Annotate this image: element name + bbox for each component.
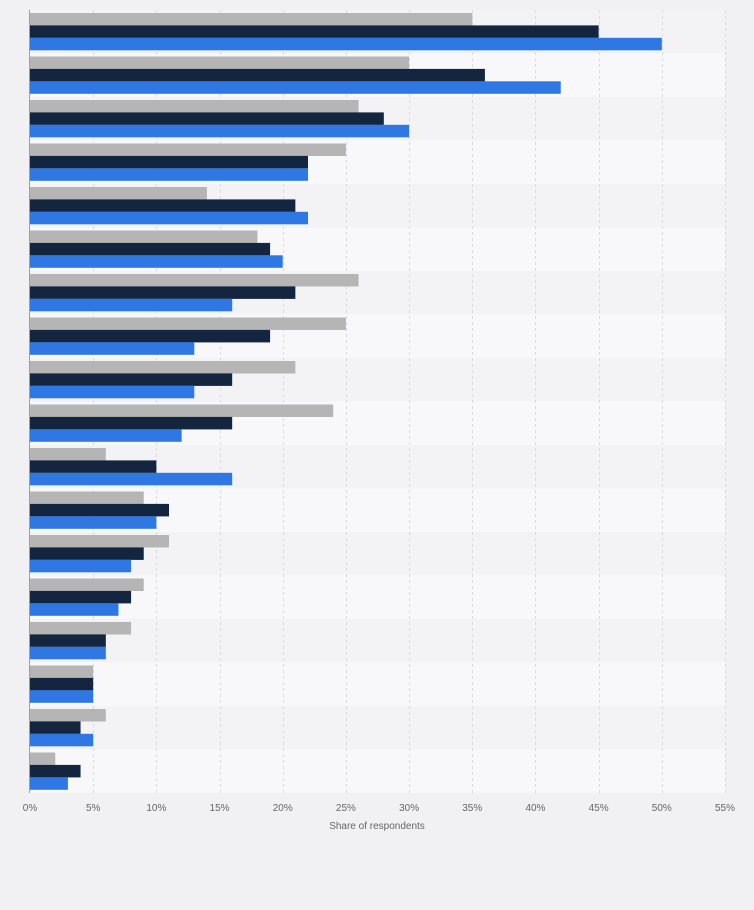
bar — [30, 429, 182, 442]
x-tick-label: 15% — [210, 803, 230, 814]
bar — [30, 547, 144, 560]
row-band — [30, 706, 725, 750]
bar — [30, 286, 296, 299]
x-tick-label: 55% — [715, 803, 735, 814]
bar — [30, 81, 561, 94]
bar — [30, 752, 56, 765]
x-tick-label: 30% — [399, 803, 419, 814]
bar — [30, 211, 308, 225]
x-tick-label: 45% — [589, 803, 609, 814]
x-tick-label: 10% — [146, 803, 166, 814]
bar — [30, 764, 81, 778]
bar — [30, 460, 157, 473]
bar — [30, 503, 169, 517]
bar — [30, 25, 599, 38]
x-tick-label: 25% — [336, 803, 356, 814]
bar — [30, 68, 485, 82]
row-band — [30, 575, 725, 619]
bar — [30, 690, 94, 703]
bar — [30, 448, 106, 461]
bar — [30, 13, 473, 26]
bar — [30, 143, 346, 156]
bar — [30, 590, 132, 604]
bar — [30, 242, 271, 256]
bar — [30, 124, 410, 138]
gridlines — [93, 10, 726, 793]
bar — [30, 199, 296, 212]
bar — [30, 733, 94, 747]
bar — [30, 37, 662, 51]
bar — [30, 298, 233, 312]
x-tick-label: 5% — [86, 803, 101, 814]
bar — [30, 187, 207, 200]
x-tick-label: 35% — [462, 803, 482, 814]
bar — [30, 559, 132, 573]
x-tick-label: 20% — [273, 803, 293, 814]
bar — [30, 230, 258, 243]
bar — [30, 721, 81, 734]
bar — [30, 168, 308, 181]
bar — [30, 491, 144, 504]
bar — [30, 317, 346, 330]
bar — [30, 373, 233, 386]
bar — [30, 634, 106, 647]
bar — [30, 535, 169, 548]
bar — [30, 274, 359, 287]
bar — [30, 622, 132, 635]
bar — [30, 112, 384, 125]
bar — [30, 677, 94, 691]
bar — [30, 155, 308, 169]
bar — [30, 603, 119, 616]
bar — [30, 56, 410, 69]
x-tick-label: 0% — [23, 803, 38, 814]
x-tick-label: 40% — [525, 803, 545, 814]
bar — [30, 709, 106, 722]
row-band — [30, 662, 725, 706]
bar — [30, 329, 271, 343]
bar — [30, 361, 296, 374]
bar — [30, 404, 334, 417]
x-tick-labels: 0% 5% 10% 15% 20% 25% 30% 35% 40% 45% 50% 55% — [23, 803, 735, 814]
bar — [30, 472, 233, 486]
bar — [30, 100, 359, 113]
bar — [30, 646, 106, 660]
x-axis-title: Share of respondents — [329, 821, 425, 832]
bar — [30, 777, 68, 790]
bar — [30, 516, 157, 529]
bar — [30, 665, 94, 678]
bar — [30, 578, 144, 591]
bar — [30, 255, 283, 268]
x-tick-label: 50% — [652, 803, 672, 814]
bar — [30, 342, 195, 355]
row-band — [30, 749, 725, 793]
row-band — [30, 619, 725, 663]
bar — [30, 416, 233, 430]
bars — [30, 13, 662, 790]
bar — [30, 385, 195, 399]
